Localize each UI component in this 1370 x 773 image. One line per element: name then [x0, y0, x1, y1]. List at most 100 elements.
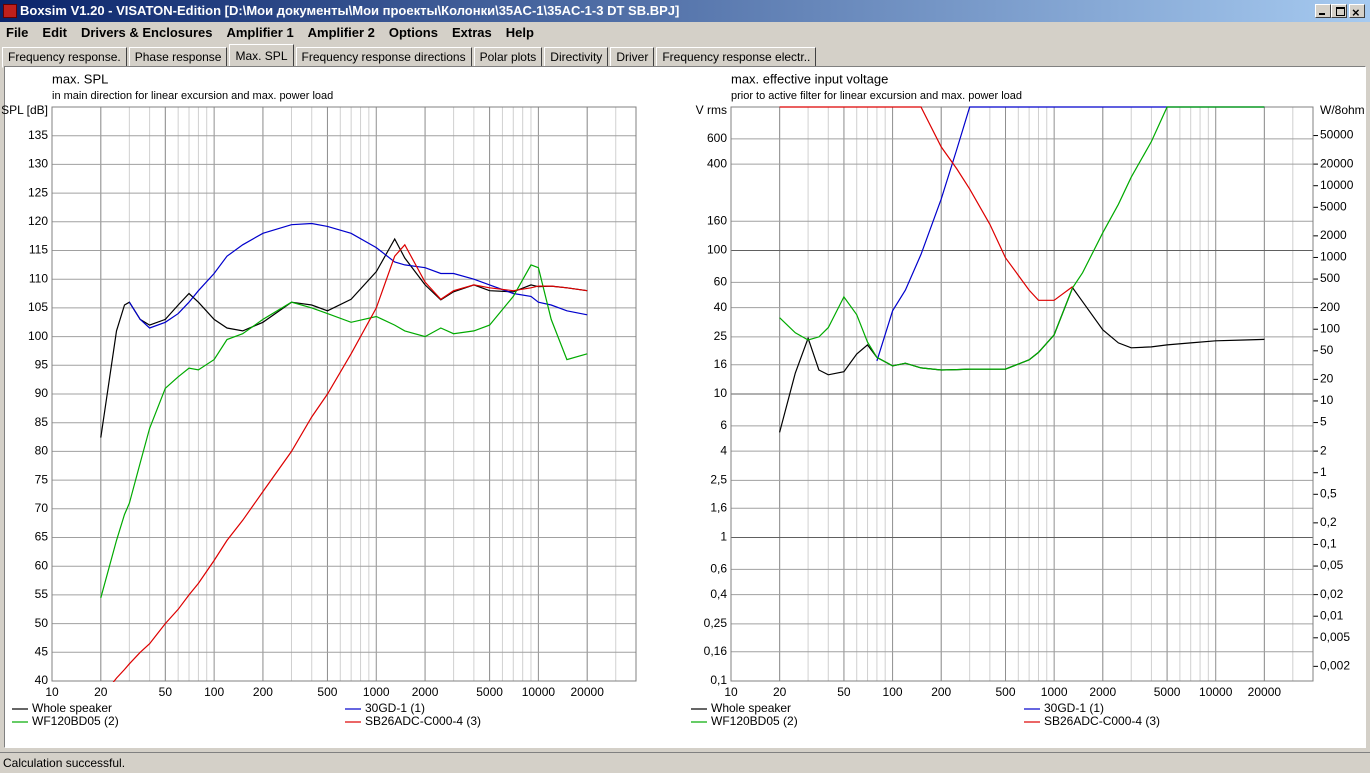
y-tick-label: 50 [35, 616, 49, 630]
y2-tick-label: 100 [1320, 321, 1340, 335]
y-tick-label: 400 [707, 156, 727, 170]
x-tick-label: 10 [724, 685, 738, 699]
x-tick-label: 10000 [1199, 685, 1233, 699]
y-tick-label: 105 [28, 300, 48, 314]
y2-tick-label: 10000 [1320, 178, 1354, 192]
y-tick-label: 65 [35, 530, 49, 544]
y-tick-label: 90 [35, 386, 49, 400]
y2-tick-label: 0,1 [1320, 537, 1337, 551]
y-tick-label: 130 [28, 157, 48, 171]
y-tick-label: 45 [35, 644, 49, 658]
y2-tick-label: 50 [1320, 343, 1334, 357]
x-tick-label: 100 [883, 685, 903, 699]
x-tick-label: 100 [204, 685, 224, 699]
minimize-button[interactable] [1315, 4, 1331, 18]
menu-item[interactable]: Help [505, 25, 534, 40]
y-tick-label: 100 [28, 329, 48, 343]
legend-label: 30GD-1 (1) [365, 701, 425, 715]
menu-item[interactable]: Extras [451, 25, 492, 40]
y2-tick-label: 0,05 [1320, 558, 1344, 572]
legend-label: WF120BD05 (2) [711, 714, 798, 728]
y2-tick-label: 500 [1320, 271, 1340, 285]
legend-label: 30GD-1 (1) [1044, 701, 1104, 715]
y2-tick-label: 0,002 [1320, 659, 1350, 673]
app-icon [3, 4, 17, 18]
y2-tick-label: 10 [1320, 393, 1334, 407]
menu-item[interactable]: Amplifier 2 [307, 25, 375, 40]
y-tick-label: 0,16 [704, 644, 728, 658]
x-tick-label: 50 [159, 685, 173, 699]
x-tick-label: 200 [253, 685, 273, 699]
x-tick-label: 2000 [1089, 685, 1116, 699]
x-tick-label: 10000 [522, 685, 556, 699]
y-tick-label: 0,25 [704, 616, 728, 630]
y-tick-label: 125 [28, 185, 48, 199]
chart-title: max. SPL [52, 71, 108, 86]
tab[interactable]: Frequency response electr.. [656, 47, 817, 68]
menu-bar: File Edit Drivers & Enclosures Amplifier 1 A… [0, 22, 1370, 44]
x-tick-label: 1000 [363, 685, 390, 699]
y2-tick-label: 0,02 [1320, 587, 1344, 601]
legend-label: SB26ADC-C000-4 (3) [365, 714, 481, 728]
legend-label: WF120BD05 (2) [32, 714, 119, 728]
y2-tick-label: 2 [1320, 443, 1327, 457]
menu-item[interactable]: Amplifier 1 [226, 25, 294, 40]
x-tick-label: 2000 [412, 685, 439, 699]
series-line [779, 106, 1265, 371]
y2-tick-label: 2000 [1320, 228, 1347, 242]
tab[interactable]: Frequency response directions [295, 47, 472, 68]
y2-tick-label: 0,2 [1320, 515, 1337, 529]
y-tick-label: 2,5 [710, 473, 727, 487]
menu-item[interactable]: File [6, 25, 29, 40]
y2-tick-label: 200 [1320, 300, 1340, 314]
x-tick-label: 500 [995, 685, 1015, 699]
x-tick-label: 500 [317, 685, 337, 699]
x-tick-label: 20000 [1248, 685, 1282, 699]
tab[interactable]: Max. SPL [229, 44, 294, 68]
y-tick-label: 120 [28, 214, 48, 228]
y-tick-label: 110 [29, 271, 48, 285]
tab[interactable]: Polar plots [473, 47, 543, 68]
series-line [100, 264, 588, 598]
y-tick-label: 40 [714, 300, 728, 314]
y2-tick-label: 5 [1320, 415, 1327, 429]
x-tick-label: 50 [837, 685, 851, 699]
y2-tick-label: 0,005 [1320, 630, 1350, 644]
y2-tick-label: 5000 [1320, 199, 1347, 213]
y-tick-label: 100 [707, 243, 727, 257]
legend-label: Whole speaker [32, 701, 112, 715]
menu-item[interactable]: Drivers & Enclosures [80, 25, 213, 40]
y-tick-label: 40 [35, 673, 49, 687]
y-tick-label: 4 [720, 443, 727, 457]
window-title: Boxsim V1.20 - VISATON-Edition [D:\Мои д… [20, 3, 680, 18]
y-tick-label: 115 [29, 243, 48, 257]
status-text: Calculation successful. [3, 756, 126, 770]
title-bar: Boxsim V1.20 - VISATON-Edition [D:\Мои д… [0, 0, 1370, 22]
x-tick-label: 20 [773, 685, 787, 699]
menu-item[interactable]: Options [388, 25, 438, 40]
y-tick-label: 1,6 [710, 500, 727, 514]
tab[interactable]: Directivity [544, 47, 609, 68]
y-tick-label: 55 [35, 587, 49, 601]
y-tick-label: 0,4 [710, 587, 727, 601]
x-tick-label: 5000 [476, 685, 503, 699]
y2-axis-label: W/8ohm [1320, 103, 1365, 117]
close-button[interactable]: × [1349, 4, 1365, 20]
y2-tick-label: 0,5 [1320, 486, 1337, 500]
y-tick-label: 60 [714, 275, 728, 289]
y-tick-label: 6 [720, 418, 727, 432]
y2-tick-label: 1 [1320, 465, 1327, 479]
y-tick-label: 16 [714, 357, 728, 371]
x-tick-label: 20 [94, 685, 108, 699]
x-tick-label: 1000 [1041, 685, 1068, 699]
y-tick-label: 600 [707, 131, 727, 145]
y-tick-label: 10 [714, 386, 728, 400]
y-tick-label: 60 [35, 558, 49, 572]
menu-item[interactable]: Edit [42, 25, 67, 40]
y2-tick-label: 1000 [1320, 250, 1347, 264]
restore-button[interactable] [1331, 4, 1347, 18]
legend-label: Whole speaker [711, 701, 791, 715]
x-tick-label: 200 [931, 685, 951, 699]
tab[interactable]: Driver [610, 47, 655, 68]
y2-tick-label: 20000 [1320, 156, 1354, 170]
